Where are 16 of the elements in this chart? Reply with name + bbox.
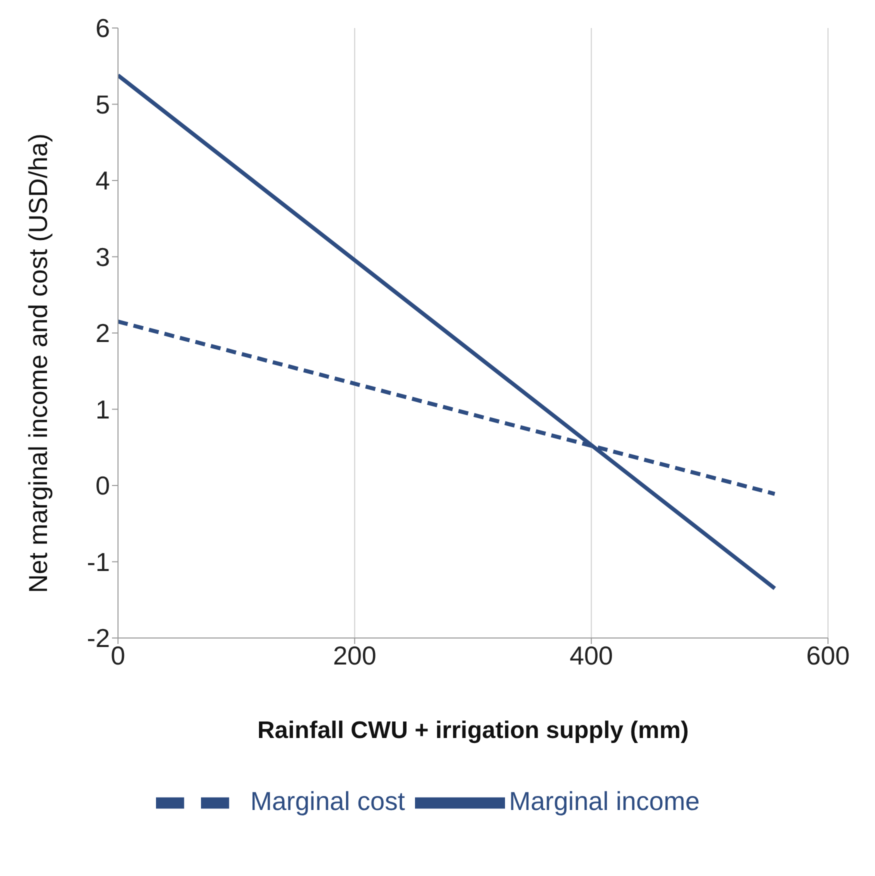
y-tick-label: 0 bbox=[96, 470, 110, 501]
y-tick-label: 2 bbox=[96, 318, 110, 348]
y-tick-label: -2 bbox=[86, 623, 110, 654]
x-axis-title: Rainfall CWU + irrigation supply (mm) bbox=[257, 717, 689, 744]
y-tick-label: -1 bbox=[86, 546, 110, 577]
y-axis-title: Net marginal income and cost (USD/ha) bbox=[23, 133, 54, 593]
y-tick-label: 1 bbox=[96, 394, 110, 424]
x-tick-label: 200 bbox=[332, 640, 376, 670]
x-tick-label: 400 bbox=[570, 640, 614, 670]
legend-label: Marginal cost bbox=[250, 786, 405, 816]
y-tick-label: 6 bbox=[96, 13, 110, 44]
x-tick-label: 600 bbox=[806, 640, 850, 670]
y-tick-label: 4 bbox=[96, 166, 110, 196]
y-tick-label: 3 bbox=[96, 242, 110, 272]
y-tick-label: 5 bbox=[96, 89, 110, 120]
legend-label: Marginal income bbox=[508, 786, 700, 816]
